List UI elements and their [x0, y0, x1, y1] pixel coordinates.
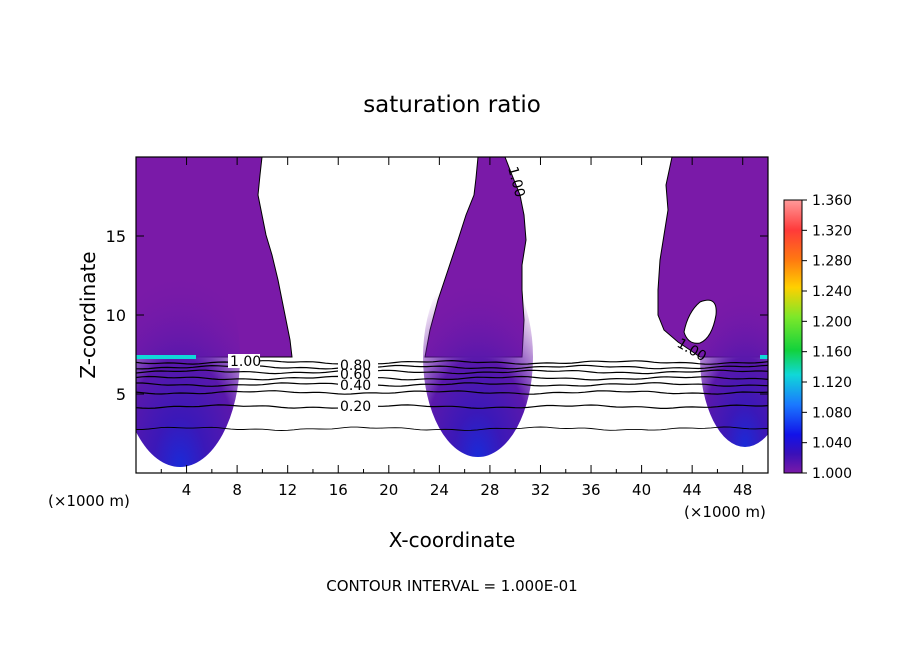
contour-label-0-20: 0.20 — [340, 399, 371, 415]
x-tick-label: 4 — [182, 481, 192, 499]
contour-label-1-00-left: 1.00 — [230, 354, 261, 370]
contour-line — [136, 382, 768, 387]
x-unit-right: (×1000 m) — [684, 503, 766, 521]
colorbar — [783, 199, 803, 474]
y-tick-label: 5 — [116, 385, 126, 404]
contour-line — [136, 369, 768, 375]
colorbar-tick-label: 1.040 — [812, 436, 852, 452]
x-tick-label: 32 — [531, 481, 550, 499]
colorbar-ticks: 1.360 1.320 1.280 1.240 1.200 1.160 1.120 1.080… — [802, 193, 852, 482]
contour-label-0-40: 0.40 — [340, 378, 371, 394]
contour-interval-note: CONTOUR INTERVAL = 1.000E-01 — [326, 577, 577, 595]
contour-label-1-00-top: 1.00 — [504, 165, 528, 199]
x-tick-label: 16 — [329, 481, 348, 499]
x-tick-label: 20 — [379, 481, 398, 499]
y-tick-label: 15 — [106, 227, 126, 246]
y-tick-label: 10 — [106, 306, 126, 325]
colorbar-tick-label: 1.160 — [812, 345, 852, 361]
x-axis: 4 8 12 16 20 24 28 32 36 40 44 48 — [160, 157, 752, 499]
colorbar-tick-label: 1.240 — [812, 284, 852, 300]
contour-line — [136, 375, 768, 381]
x-tick-label: 44 — [683, 481, 702, 499]
subsaturated-pocket — [683, 299, 717, 344]
x-unit-left: (×1000 m) — [48, 492, 130, 510]
contour-label-0-80: 0.80 — [340, 358, 371, 374]
cyan-band-left — [136, 355, 196, 359]
plume-core-right — [700, 267, 768, 447]
x-tick-label: 28 — [480, 481, 499, 499]
x-tick-label: 40 — [632, 481, 651, 499]
colorbar-tick-label: 1.360 — [812, 193, 852, 209]
colorbar-tick-label: 1.080 — [812, 405, 852, 421]
colorbar-tick-label: 1.000 — [812, 466, 852, 482]
x-tick-label: 12 — [278, 481, 297, 499]
x-tick-label: 48 — [733, 481, 752, 499]
colorbar-tick-label: 1.280 — [812, 254, 852, 270]
plot-area — [136, 157, 768, 473]
colorbar-tick-label: 1.320 — [812, 223, 852, 239]
x-axis-label: X-coordinate — [389, 528, 516, 552]
cyan-band-right — [760, 355, 768, 359]
contour-label-0-60: 0.60 — [340, 367, 371, 383]
contour-line — [136, 390, 768, 395]
contour-line — [136, 404, 768, 409]
contour-line — [136, 426, 768, 431]
x-tick-label: 24 — [430, 481, 449, 499]
chart-title: saturation ratio — [363, 92, 541, 118]
y-axis: 5 10 15 — [106, 227, 768, 404]
y-axis-label: Z-coordinate — [76, 251, 100, 378]
x-tick-label: 8 — [232, 481, 242, 499]
colorbar-tick-label: 1.200 — [812, 314, 852, 330]
x-tick-label: 36 — [581, 481, 600, 499]
colorbar-tick-label: 1.120 — [812, 375, 852, 391]
plume-core-middle — [423, 257, 533, 457]
